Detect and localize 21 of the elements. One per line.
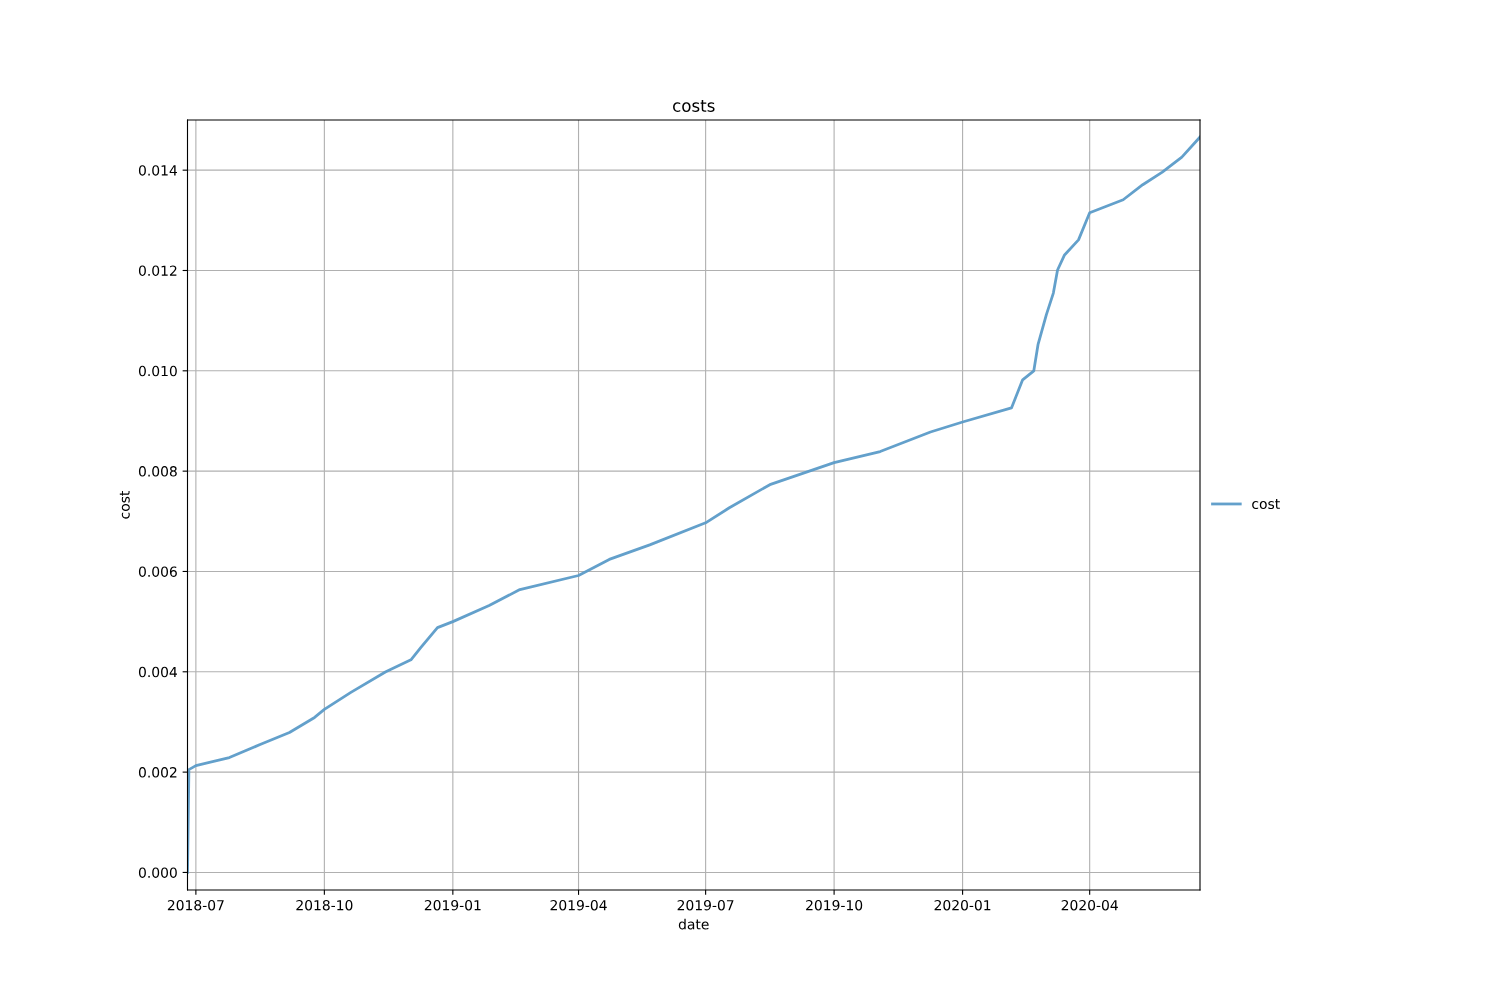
x-tick-label: 2019-07 [677,899,734,911]
y-tick-label: 0.010 [138,365,177,377]
y-tick-label: 0.000 [138,867,177,878]
x-tick-label: 2019-01 [424,899,481,911]
x-tick-label: 2020-01 [934,899,991,911]
x-tick-label: 2018-07 [167,899,224,911]
y-tick-label: 0.014 [138,165,177,176]
y-tick-label: 0.006 [138,566,177,577]
legend-label: cost [1252,499,1280,510]
y-tick-label: 0.012 [138,265,177,276]
y-tick-label: 0.004 [138,666,177,678]
y-tick-label: 0.008 [138,466,177,477]
x-tick-label: 2020-04 [1061,899,1118,911]
x-tick-label: 2019-10 [806,899,863,911]
line-series [187,135,1200,874]
y-tick-label: 0.002 [138,767,177,778]
x-tick-label: 2018-10 [296,899,353,911]
x-tick-label: 2019-04 [550,899,607,911]
chart-title: costs [673,99,715,112]
x-axis-title: date [678,918,709,930]
y-axis-title: cost [119,490,130,519]
